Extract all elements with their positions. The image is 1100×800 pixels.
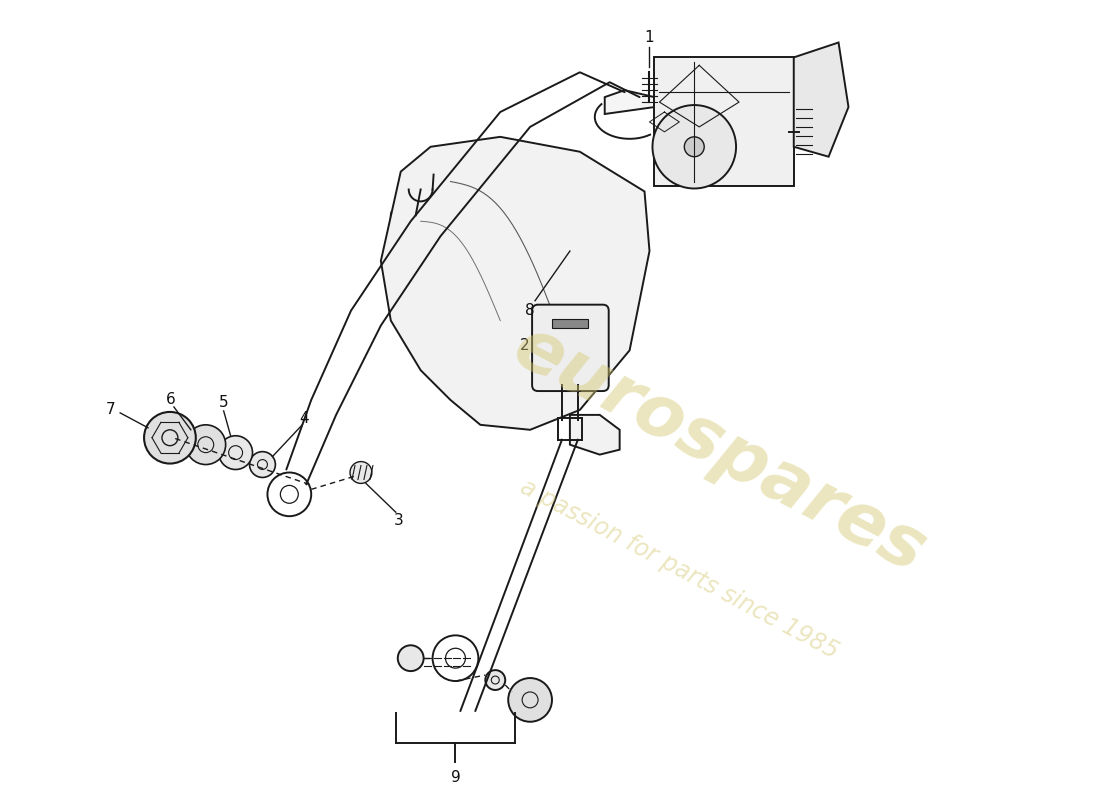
Text: 1: 1	[645, 30, 654, 45]
Circle shape	[398, 646, 424, 671]
Circle shape	[250, 452, 275, 478]
Bar	[654, 58, 794, 186]
FancyBboxPatch shape	[390, 210, 441, 249]
Polygon shape	[605, 90, 654, 114]
Polygon shape	[794, 42, 848, 157]
Text: a passion for parts since 1985: a passion for parts since 1985	[516, 474, 843, 663]
Circle shape	[144, 412, 196, 463]
Text: 6: 6	[166, 391, 176, 406]
Text: 8: 8	[526, 303, 535, 318]
Text: 3: 3	[394, 513, 404, 528]
Polygon shape	[381, 137, 649, 430]
Circle shape	[684, 137, 704, 157]
Circle shape	[652, 105, 736, 189]
Text: 9: 9	[451, 770, 461, 785]
Text: eurospares: eurospares	[502, 312, 937, 587]
Polygon shape	[570, 415, 619, 454]
Circle shape	[485, 670, 505, 690]
Text: 7: 7	[106, 402, 116, 418]
Circle shape	[219, 436, 253, 470]
Circle shape	[350, 462, 372, 483]
FancyBboxPatch shape	[532, 305, 608, 391]
Text: 4: 4	[299, 411, 309, 426]
Text: 2: 2	[520, 338, 530, 353]
Text: 5: 5	[219, 395, 229, 410]
Bar	[406, 223, 426, 235]
Circle shape	[508, 678, 552, 722]
Bar	[552, 318, 587, 329]
Circle shape	[186, 425, 225, 465]
